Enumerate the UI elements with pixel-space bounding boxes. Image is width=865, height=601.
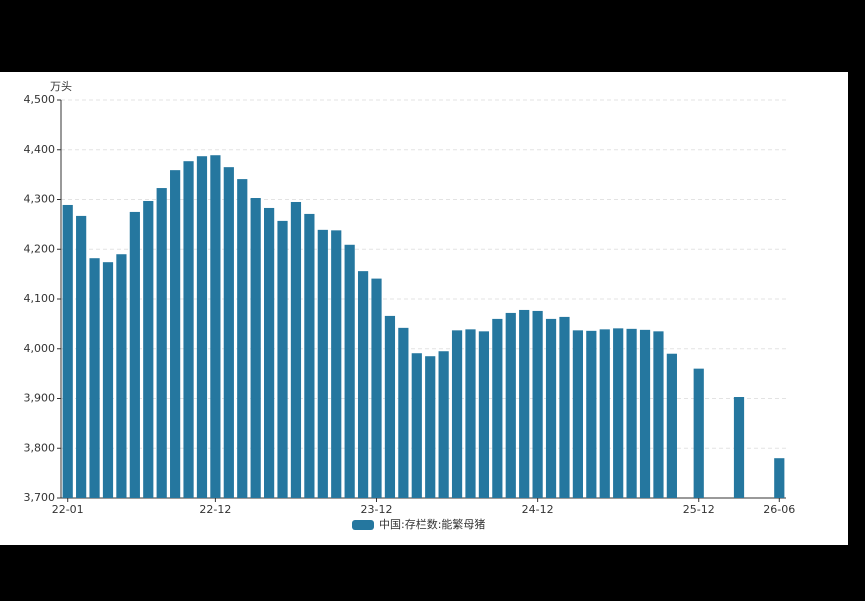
- bar: [237, 179, 248, 499]
- y-tick-label: 3,800: [24, 441, 56, 454]
- bar: [438, 351, 449, 498]
- bar: [223, 167, 234, 498]
- bar: [196, 156, 208, 498]
- bar: [733, 397, 745, 498]
- x-tick-label: 22-12: [199, 503, 231, 516]
- bar: [344, 244, 355, 498]
- y-tick-label: 3,900: [24, 392, 56, 405]
- x-tick-label: 24-12: [522, 503, 554, 516]
- y-tick-label: 3,700: [24, 491, 56, 504]
- bar: [183, 161, 194, 498]
- bar: [317, 229, 328, 498]
- bar: [398, 327, 409, 498]
- bar: [613, 328, 624, 498]
- bar: [277, 220, 288, 498]
- bar: [210, 155, 221, 498]
- chart-background: [0, 72, 848, 545]
- bar: [331, 230, 342, 498]
- bar: [639, 329, 651, 498]
- bar: [425, 356, 436, 498]
- bar: [532, 310, 543, 498]
- y-tick-label: 4,400: [24, 143, 56, 156]
- bar: [411, 353, 422, 498]
- bar: [519, 309, 530, 498]
- legend-swatch: [352, 520, 374, 530]
- bar: [653, 331, 664, 498]
- bar: [371, 278, 382, 498]
- bar: [572, 330, 583, 498]
- bar: [693, 368, 704, 498]
- bar: [304, 213, 315, 499]
- bar: [478, 331, 490, 498]
- bar: [89, 258, 100, 498]
- y-tick-label: 4,000: [24, 342, 56, 355]
- bar: [250, 198, 261, 498]
- bar: [170, 170, 181, 498]
- bar: [290, 201, 302, 499]
- bar: [505, 312, 516, 498]
- bar: [129, 211, 140, 498]
- bar: [357, 271, 369, 498]
- bar: [116, 254, 127, 498]
- bar: [264, 207, 275, 498]
- y-tick-label: 4,500: [24, 93, 56, 106]
- x-tick-label: 23-12: [361, 503, 393, 516]
- bar: [102, 262, 114, 498]
- bar: [626, 328, 637, 498]
- x-tick-label: 25-12: [683, 503, 715, 516]
- bar: [62, 204, 73, 498]
- x-tick-label: 26-06: [763, 503, 795, 516]
- bar: [545, 318, 557, 498]
- bar: [586, 330, 597, 498]
- bar: [465, 329, 476, 498]
- legend-label: 中国:存栏数:能繁母猪: [379, 517, 485, 531]
- bar: [143, 200, 154, 498]
- bar: [666, 353, 677, 498]
- unit-label: 万头: [50, 80, 72, 93]
- bar: [599, 329, 610, 498]
- y-tick-label: 4,200: [24, 242, 56, 255]
- y-tick-label: 4,300: [24, 193, 56, 206]
- bar: [774, 458, 785, 498]
- bar: [384, 315, 396, 498]
- bar: [559, 316, 570, 498]
- bar: [492, 318, 503, 498]
- x-tick-label: 22-01: [52, 503, 84, 516]
- bar: [76, 215, 87, 499]
- bar: [451, 330, 463, 498]
- bar: [156, 188, 167, 498]
- y-tick-label: 4,100: [24, 292, 56, 305]
